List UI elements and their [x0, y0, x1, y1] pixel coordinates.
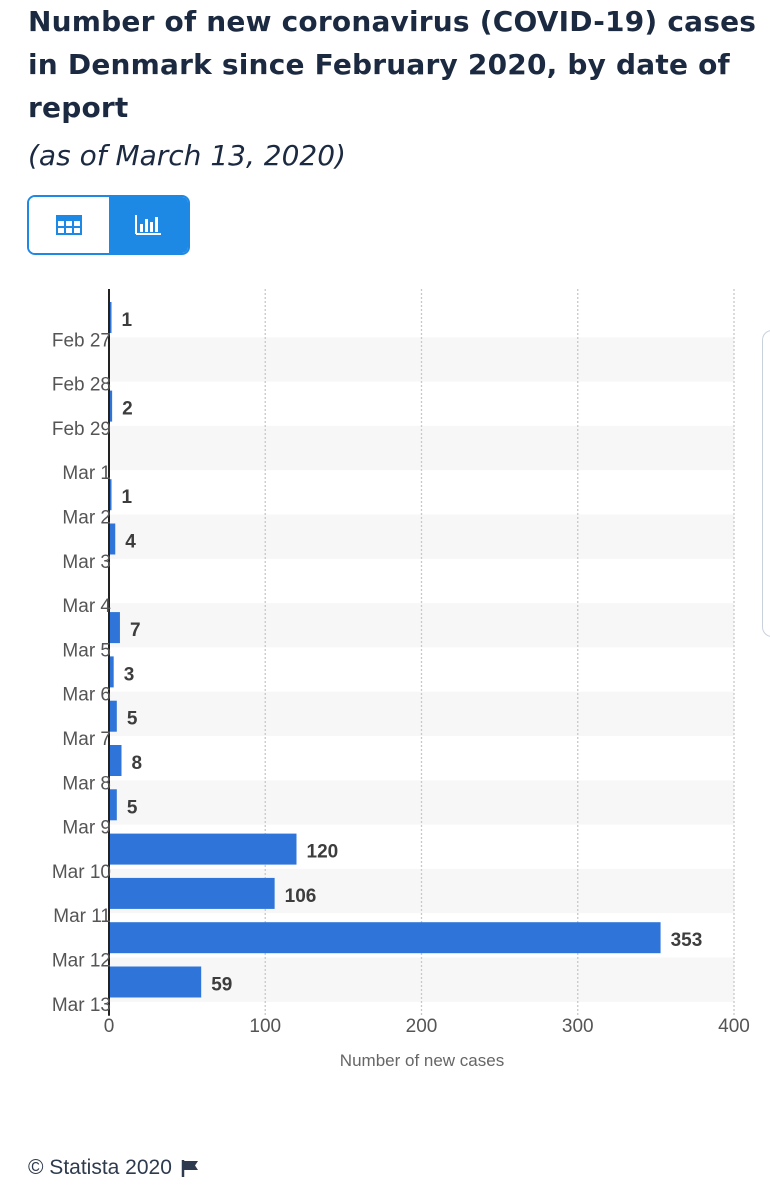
view-toggle [27, 195, 190, 255]
category-label: Mar 9 [62, 818, 111, 839]
category-label: Mar 1 [62, 463, 111, 484]
bar-chart: 1 2 1 4 7 3 5 8 5 120 106 353 59 Feb 27 Feb 28 Feb 29 Ma… [52, 289, 750, 1070]
category-label: Mar 7 [62, 729, 111, 750]
data-label: 106 [285, 886, 317, 907]
category-label: Mar 10 [52, 862, 111, 883]
bar [109, 479, 112, 511]
bar [109, 390, 113, 422]
category-label: Mar 11 [53, 906, 111, 927]
bar [109, 833, 297, 865]
data-label: 8 [132, 753, 143, 774]
table-view-button[interactable] [29, 197, 109, 253]
bar [109, 523, 116, 555]
data-label: 2 [122, 399, 133, 420]
bar [109, 612, 120, 644]
data-label: 353 [671, 930, 703, 951]
data-label: 5 [127, 709, 138, 730]
category-label: Feb 29 [52, 419, 111, 440]
category-label: Feb 28 [52, 375, 111, 396]
copyright-text: © Statista 2020 [28, 1156, 172, 1179]
x-tick-label: 200 [406, 1016, 438, 1037]
bar [109, 966, 202, 998]
x-tick-label: 400 [718, 1016, 750, 1037]
bar [109, 877, 275, 909]
data-label: 7 [130, 620, 141, 641]
category-label: Mar 4 [62, 596, 111, 617]
x-tick-label: 100 [249, 1016, 281, 1037]
bar [109, 789, 117, 821]
row-stripe [109, 425, 734, 471]
bar [109, 656, 114, 688]
data-label: 5 [127, 797, 138, 818]
category-label: Mar 6 [62, 685, 111, 706]
category-label: Mar 12 [52, 951, 111, 972]
chart-view-button[interactable] [108, 197, 188, 253]
chart-title: Number of new coronavirus (COVID-19) cas… [28, 5, 757, 124]
category-label: Feb 27 [52, 330, 111, 351]
category-label: Mar 8 [62, 773, 111, 794]
flag-icon[interactable] [180, 1158, 200, 1178]
table-icon [55, 215, 82, 235]
bar [109, 922, 661, 954]
category-label: Mar 3 [62, 552, 111, 573]
footer: © Statista 2020 [28, 1156, 200, 1180]
data-label: 1 [122, 487, 133, 508]
data-label: 4 [125, 532, 136, 553]
chart-subtitle: (as of March 13, 2020) [28, 139, 346, 172]
data-label: 1 [122, 310, 133, 331]
chart-area: 1 2 1 4 7 3 5 8 5 120 106 353 59 Feb 27 Feb 28 Feb 29 Ma… [0, 280, 770, 1080]
row-stripe [109, 957, 734, 1002]
bar [109, 700, 117, 732]
data-label: 59 [211, 975, 232, 996]
x-tick-label: 0 [104, 1016, 115, 1037]
bar-chart-icon [135, 215, 162, 235]
category-label: Mar 2 [62, 508, 111, 529]
data-label: 120 [307, 842, 339, 863]
category-label: Mar 5 [62, 640, 111, 661]
bar [109, 302, 112, 333]
x-axis-title: Number of new cases [340, 1051, 504, 1070]
x-tick-label: 300 [562, 1016, 594, 1037]
category-label: Mar 13 [52, 995, 111, 1016]
data-label: 3 [124, 664, 135, 685]
bar [109, 745, 122, 776]
